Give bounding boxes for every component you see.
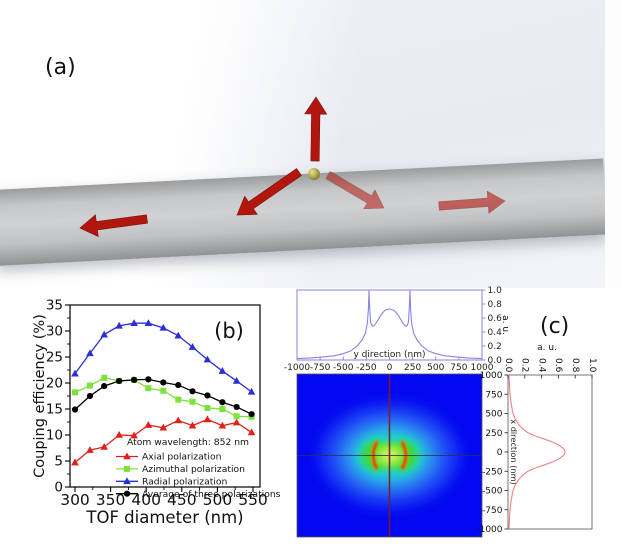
svg-text:-500: -500 (333, 363, 354, 373)
x-axis-title: TOF diameter (nm) (85, 508, 243, 527)
y-profile-curve (296, 289, 483, 360)
au-axis-title: a. u. (500, 315, 510, 335)
svg-text:25: 25 (46, 350, 63, 366)
arrow-axial-left (79, 214, 148, 238)
svg-text:30: 30 (46, 324, 63, 340)
series-circle-000000 (71, 376, 255, 418)
render-edge-strip (605, 0, 621, 288)
svg-text:0.2: 0.2 (520, 358, 530, 372)
svg-text:0.2: 0.2 (488, 342, 502, 352)
atom-sphere (308, 168, 320, 180)
svg-text:1000: 1000 (480, 371, 503, 381)
svg-text:0.6: 0.6 (553, 358, 563, 373)
svg-text:0: 0 (54, 480, 63, 496)
svg-text:450: 450 (167, 491, 197, 509)
y-axis-title: Couping efficiency (%) (32, 314, 48, 478)
svg-text:500: 500 (427, 363, 444, 373)
x-profile-curve (508, 374, 566, 530)
heatmap-body (297, 374, 482, 537)
svg-text:750: 750 (450, 363, 467, 373)
svg-text:1.0: 1.0 (488, 286, 503, 296)
panel-c-label: (c) (540, 314, 570, 339)
svg-text:1000: 1000 (471, 363, 494, 373)
svg-text:1.0: 1.0 (587, 358, 597, 373)
arrow-radial-up (304, 96, 328, 162)
svg-text:0.6: 0.6 (488, 314, 503, 324)
arrow-axial-right (438, 190, 506, 214)
svg-text:550: 550 (238, 491, 268, 509)
svg-text:750: 750 (485, 390, 502, 400)
svg-text:5: 5 (54, 454, 63, 470)
svg-text:0.0: 0.0 (503, 358, 513, 373)
series-triangle-2b2fd8 (71, 319, 256, 395)
svg-text:20: 20 (46, 376, 63, 392)
legend: Atom wavelength: 852 nm Axial polarizatio… (116, 437, 281, 500)
svg-text:-750: -750 (310, 363, 331, 373)
svg-text:Radial polarization: Radial polarization (142, 477, 227, 488)
emission-arrows-layer (79, 96, 506, 238)
svg-text:500: 500 (203, 491, 233, 509)
svg-text:0.4: 0.4 (488, 328, 503, 338)
svg-text:0: 0 (497, 448, 503, 458)
series-triangle-e31f16 (71, 415, 256, 466)
au-axis-title: a. u. (537, 343, 557, 353)
svg-text:-750: -750 (482, 506, 503, 516)
svg-text:0.0: 0.0 (488, 356, 503, 366)
svg-text:400: 400 (131, 491, 161, 509)
svg-text:300: 300 (60, 491, 90, 509)
x-direction-axis-title: x direction (nm) (509, 419, 519, 484)
svg-text:0: 0 (387, 363, 393, 373)
svg-text:250: 250 (485, 429, 502, 439)
panel-a-label: (a) (45, 55, 76, 80)
svg-text:-1000: -1000 (476, 525, 502, 535)
svg-text:Azimuthal polarization: Azimuthal polarization (142, 464, 245, 475)
svg-text:15: 15 (46, 402, 63, 418)
svg-text:0.8: 0.8 (488, 300, 503, 310)
y-direction-axis-title: y direction (nm) (354, 350, 426, 360)
svg-text:0.8: 0.8 (570, 358, 580, 373)
panel-a-illustration (0, 0, 621, 288)
svg-text:35: 35 (46, 298, 63, 314)
svg-text:500: 500 (485, 410, 502, 420)
svg-text:0.4: 0.4 (536, 358, 546, 373)
panel-b-label: (b) (214, 319, 244, 343)
svg-text:10: 10 (46, 428, 63, 444)
svg-text:-500: -500 (482, 487, 503, 497)
field-intensity-heatmap (296, 373, 483, 538)
svg-text:350: 350 (96, 491, 126, 509)
svg-text:-250: -250 (482, 467, 503, 477)
arrow-toward-fiber (236, 168, 302, 216)
axes: -1000 -750 -500 -250 0 250 500 750 10000.00.20.4… (284, 286, 510, 373)
svg-text:-1000: -1000 (284, 363, 310, 373)
axes: 300 350 400 450 500 550 0 5 10 15 20 25 30 35 TOF diam… (32, 298, 268, 528)
arrow-into-fiber (325, 170, 385, 210)
svg-text:Axial polarization: Axial polarization (142, 452, 222, 463)
svg-text:250: 250 (404, 363, 421, 373)
y-profile-plot: -1000 -750 -500 -250 0 250 500 750 10000.00.20.4… (284, 286, 510, 373)
svg-text:Atom wavelength: 852 nm: Atom wavelength: 852 nm (127, 437, 249, 448)
svg-text:-250: -250 (356, 363, 377, 373)
coupling-efficiency-chart: 300 350 400 450 500 550 0 5 10 15 20 25 30 35 TOF diam… (32, 298, 281, 528)
svg-text:Average of three polarizations: Average of three polarizations (142, 489, 281, 500)
